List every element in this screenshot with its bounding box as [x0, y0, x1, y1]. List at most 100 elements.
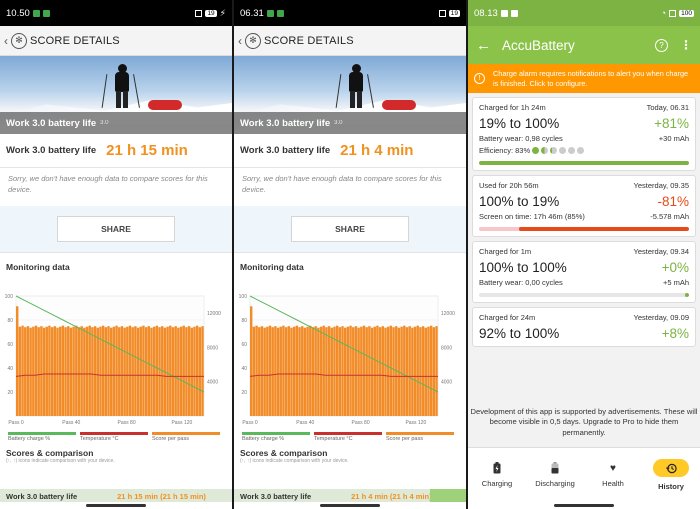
score-bar [335, 325, 339, 416]
score-bar [120, 326, 124, 416]
pcmark-logo-icon: ✻ [245, 32, 261, 49]
legend-battery: Battery charge % [8, 432, 76, 442]
score-bar [416, 325, 419, 416]
score-bar [142, 325, 145, 416]
score-bar [69, 327, 73, 416]
score-bar [271, 327, 274, 416]
monitoring-title: Monitoring data [234, 252, 466, 280]
session-card[interactable]: Used for 20h 56m Yesterday, 09.35 100% to… [472, 175, 696, 237]
session-card[interactable]: Charged for 24m Yesterday, 09.09 92% to 1… [472, 307, 696, 347]
result-label: Work 3.0 battery life [6, 145, 97, 156]
score-bar [61, 325, 65, 416]
hero-caption-text: Work 3.0 battery life [6, 117, 97, 129]
score-bar [171, 327, 175, 416]
y-left-tick-label: 80 [241, 318, 247, 324]
session-date: Yesterday, 09.35 [633, 181, 689, 190]
score-bar [21, 325, 24, 416]
score-bar [400, 326, 403, 416]
session-range: 100% to 100% [479, 260, 567, 275]
result-row: Work 3.0 battery life 21 h 15 min [0, 134, 232, 168]
score-bar [193, 326, 196, 416]
charge-alarm-banner[interactable]: ! Charge alarm requires notifications to… [468, 64, 700, 93]
score-bar [182, 325, 185, 416]
nav-discharging[interactable]: Discharging [526, 448, 584, 502]
session-card[interactable]: Charged for 1h 24m Today, 06.31 19% to 10… [472, 97, 696, 171]
share-button[interactable]: SHARE [291, 216, 409, 242]
pcmark-screen-1: 10.50 19 ⚡ ‹ ✻ SCORE DETAILS Work 3.0 ba… [0, 0, 232, 509]
alarm-text: Charge alarm requires notifications to a… [493, 69, 689, 88]
page-title: SCORE DETAILS [30, 34, 120, 47]
efficiency-text: Efficiency: 83% [479, 146, 531, 155]
chart-legend: Battery charge % Temperature °C Score pe… [0, 430, 232, 446]
session-delta: +8% [661, 326, 689, 341]
score-bar [330, 327, 333, 416]
score-bar [110, 327, 113, 416]
session-wear: Battery wear: 0,00 cycles [479, 278, 563, 287]
back-icon[interactable]: ‹ [4, 33, 8, 48]
score-bar [295, 325, 299, 416]
score-bar [107, 326, 110, 416]
share-button[interactable]: SHARE [57, 216, 175, 242]
score-bar [338, 327, 342, 416]
score-bar [435, 326, 438, 416]
ski-pole [101, 74, 108, 108]
score-peek-row[interactable]: Work 3.0 battery life 21 h 4 min (21 h 4… [234, 489, 466, 503]
score-bar [322, 325, 325, 416]
score-bar [325, 327, 328, 416]
score-bar [292, 326, 296, 416]
nav-health[interactable]: ♥ Health [584, 448, 642, 502]
score-bar [429, 325, 433, 416]
app-notification-icon [510, 9, 518, 17]
score-bar [112, 326, 116, 416]
score-bar [373, 326, 376, 416]
score-bar [198, 327, 202, 416]
score-bar [279, 326, 282, 416]
session-mah: -5.578 mAh [650, 212, 689, 221]
session-caption: Used for 20h 56m [479, 181, 539, 190]
page-title: SCORE DETAILS [264, 34, 354, 47]
score-bar [346, 326, 350, 416]
bottom-navigation: Charging Discharging ♥ Health History [468, 447, 700, 502]
nfc-icon [438, 9, 446, 17]
score-bar [158, 327, 161, 416]
x-tick-label: Pass 80 [352, 420, 370, 426]
share-area: SHARE [234, 206, 466, 252]
status-time: 08.13 [474, 7, 498, 19]
ad-notice: Development of this app is supported by … [468, 403, 700, 447]
score-peek-row[interactable]: Work 3.0 battery life 21 h 15 min (21 h … [0, 489, 232, 503]
session-card[interactable]: Charged for 1m Yesterday, 09.34 100% to 1… [472, 241, 696, 303]
nav-history[interactable]: History [642, 448, 700, 502]
monitoring-chart: 100 80 60 40 20 12000 8000 4000 Pass 0 Pass 40 Pas… [0, 280, 232, 430]
more-options-icon[interactable]: ⋮ [680, 38, 692, 52]
y-left-tick-label: 40 [7, 366, 13, 372]
score-bar [421, 326, 425, 416]
hero-version: 3.0 [334, 120, 343, 126]
score-bar [354, 326, 358, 416]
score-bar [150, 327, 153, 416]
hero-caption: Work 3.0 battery life 3.0 [234, 112, 466, 134]
heart-icon: ♥ [610, 462, 616, 474]
efficiency-dot-icon [559, 147, 567, 154]
score-bar [344, 327, 347, 416]
score-bar [360, 326, 363, 416]
score-bar [29, 327, 32, 416]
score-bar [260, 326, 264, 416]
score-bar [42, 327, 46, 416]
score-bar [16, 306, 19, 416]
score-bar [386, 326, 390, 416]
y-right-tick-label: 4000 [441, 380, 452, 386]
back-icon[interactable]: ‹ [238, 33, 242, 48]
back-arrow-icon[interactable]: ← [476, 36, 491, 54]
score-bar [317, 327, 320, 416]
nav-charging[interactable]: Charging [468, 448, 526, 502]
help-icon[interactable]: ? [655, 38, 668, 52]
status-time: 10.50 [6, 7, 30, 19]
session-caption: Charged for 24m [479, 313, 536, 322]
score-bar [306, 326, 309, 416]
score-bar [93, 326, 97, 416]
score-bar [319, 326, 323, 416]
y-right-tick-label: 12000 [207, 311, 221, 317]
ski-pole [367, 74, 374, 108]
gesture-bar [234, 502, 466, 509]
score-bar [144, 327, 148, 416]
